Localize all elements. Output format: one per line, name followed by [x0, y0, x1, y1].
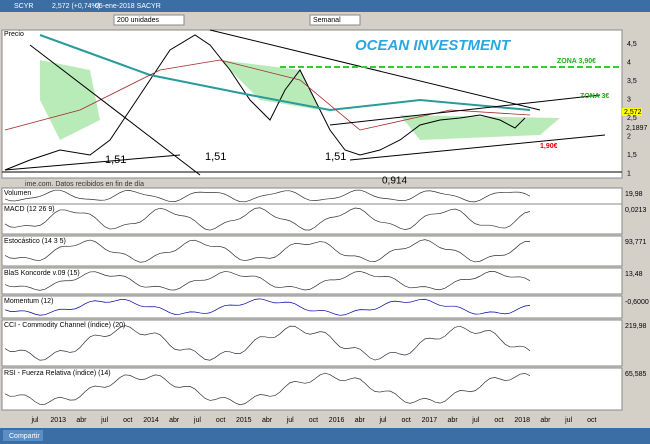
- quote: 2,572 (+0,74%): [52, 3, 100, 10]
- trend-line: [29, 44, 201, 176]
- indicator-line: [4, 298, 531, 316]
- trend-line: [209, 29, 541, 111]
- window-title: SCYR: [14, 3, 33, 10]
- x-tick-label: 2015: [236, 417, 252, 424]
- trend-line: [4, 154, 181, 171]
- x-tick-label: jul: [564, 417, 572, 424]
- panel-label: MACD (12 26 9): [4, 206, 55, 213]
- zone-mid: ZONA 3€: [580, 93, 609, 100]
- panel-value: 0,0213: [625, 207, 647, 214]
- panel-value: 13,48: [625, 271, 643, 278]
- source-note: ime.com. Datos recibidos en fin de día: [25, 181, 144, 188]
- panel-label: RSI - Fuerza Relativa (índice) (14): [4, 370, 111, 377]
- period-select[interactable]: [309, 14, 361, 26]
- y-tick-label: 1: [627, 170, 631, 177]
- panel-value: 93,771: [625, 239, 647, 246]
- panel-label: CCI - Commodity Channel (índice) (20): [4, 322, 125, 329]
- support: 1,51: [105, 154, 126, 166]
- moving-average: [39, 34, 531, 112]
- share-button[interactable]: [3, 430, 43, 441]
- cloud: [40, 60, 560, 140]
- x-tick-label: oct: [494, 417, 503, 424]
- panel-label: BlaS Koncorde v.09 (15): [4, 270, 80, 277]
- x-tick-label: oct: [216, 417, 225, 424]
- x-tick-label: abr: [540, 417, 551, 424]
- y-tick-label: 3,5: [627, 78, 637, 85]
- y-tick-label: 2,5: [627, 115, 637, 122]
- panel-label: Volumen: [4, 190, 31, 197]
- price-line: [4, 34, 526, 171]
- panel-value: -0,6000: [625, 299, 649, 306]
- x-tick-label: oct: [309, 417, 318, 424]
- indicator-panel: [1, 235, 623, 267]
- indicator-line: [4, 207, 531, 231]
- y-tick-label: 2: [627, 133, 631, 140]
- footer-bar: [0, 428, 650, 444]
- x-tick-label: jul: [471, 417, 479, 424]
- y-tick-label: 4: [627, 59, 631, 66]
- level-label: 2,1897: [626, 125, 648, 132]
- low-label: 0,914: [382, 176, 407, 187]
- period-text: Semanal: [313, 17, 341, 24]
- x-tick-label: oct: [587, 417, 596, 424]
- zone-high: ZONA 3,90€: [557, 58, 596, 65]
- x-tick-label: jul: [286, 417, 294, 424]
- panel-value: 65,585: [625, 371, 647, 378]
- watermark: OCEAN INVESTMENT: [355, 37, 512, 54]
- range-text: 200 unidades: [117, 17, 160, 24]
- x-tick-label: oct: [123, 417, 132, 424]
- panel-label: Estocástico (14 3 5): [4, 238, 66, 245]
- x-tick-label: 2014: [143, 417, 159, 424]
- x-tick-label: abr: [262, 417, 273, 424]
- indicator-line: [4, 372, 531, 406]
- x-tick-label: jul: [193, 417, 201, 424]
- last-price: 2,572: [624, 109, 642, 116]
- panel-label: Momentum (12): [4, 298, 53, 305]
- support: 1,51: [205, 151, 226, 163]
- indicator-panel: [1, 295, 623, 319]
- panel-value: 19,98: [625, 191, 643, 198]
- x-tick-label: 2016: [329, 417, 345, 424]
- x-tick-label: 2013: [50, 417, 66, 424]
- zone-low: 1,90€: [540, 143, 558, 150]
- y-tick-label: 4,5: [627, 41, 637, 48]
- y-tick-label: 1,5: [627, 152, 637, 159]
- x-tick-label: 2018: [514, 417, 530, 424]
- trend-line: [349, 134, 606, 161]
- x-tick-label: abr: [448, 417, 459, 424]
- y-tick-label: 3: [627, 96, 631, 103]
- indicator-panel: [1, 267, 623, 295]
- indicator-line: [4, 325, 531, 361]
- x-tick-label: oct: [402, 417, 411, 424]
- support: 1,51: [325, 151, 346, 163]
- x-tick-label: abr: [169, 417, 180, 424]
- x-tick-label: jul: [30, 417, 38, 424]
- title-bar: [0, 0, 650, 12]
- indicator-line: [4, 239, 531, 263]
- indicator-panel: [1, 203, 623, 235]
- share-text: Compartir: [9, 433, 40, 440]
- indicator-panel: [1, 319, 623, 367]
- panel-label: Precio: [4, 31, 24, 38]
- x-tick-label: abr: [355, 417, 366, 424]
- date: 05-ene-2018 SACYR: [95, 3, 161, 10]
- indicator-line: [4, 189, 531, 203]
- x-tick-label: 2017: [422, 417, 438, 424]
- range-select[interactable]: [113, 14, 185, 26]
- indicator-line: [4, 270, 531, 291]
- last-badge: [622, 108, 642, 116]
- trend-line: [329, 94, 601, 126]
- x-tick-label: jul: [100, 417, 108, 424]
- x-tick-label: abr: [76, 417, 87, 424]
- panel-value: 219,98: [625, 323, 647, 330]
- x-tick-label: jul: [378, 417, 386, 424]
